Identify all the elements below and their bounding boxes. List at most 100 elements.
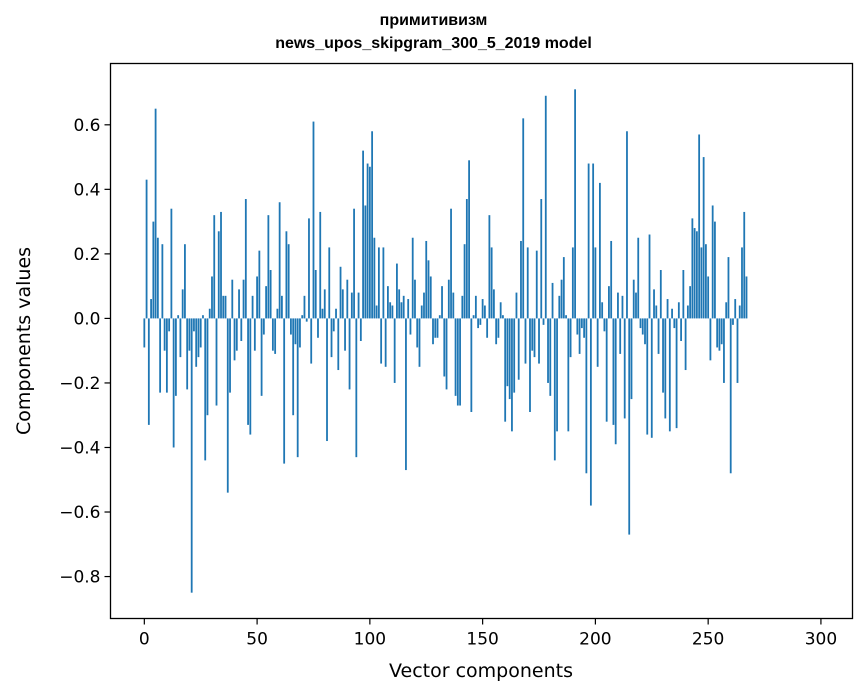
bar-181	[551, 282, 554, 319]
y-axis-label: Components values	[13, 247, 35, 435]
x-tick-label: 250	[692, 630, 724, 650]
bar-131	[438, 315, 441, 319]
bar-214	[626, 131, 628, 319]
bar-67	[294, 318, 297, 345]
bar-206	[608, 286, 610, 319]
bar-140	[459, 318, 461, 406]
bar-240	[684, 318, 687, 371]
bar-255	[718, 318, 721, 351]
bar-146	[472, 315, 475, 319]
bar-136	[450, 208, 452, 319]
bar-98	[364, 205, 367, 319]
bar-235	[673, 318, 676, 329]
bar-262	[734, 299, 737, 319]
bar-216	[630, 318, 633, 400]
bar-142	[463, 244, 466, 319]
bar-263	[736, 318, 739, 383]
bar-151	[483, 305, 486, 319]
bar-189	[569, 318, 572, 358]
bar-103	[375, 305, 378, 319]
bar-13	[172, 318, 175, 448]
bar-171	[529, 318, 531, 412]
bar-201	[596, 318, 599, 367]
bar-202	[599, 182, 601, 319]
bar-248	[702, 157, 705, 319]
bar-254	[716, 318, 719, 348]
bar-19	[186, 318, 189, 390]
bar-156	[495, 318, 498, 345]
bar-109	[389, 302, 392, 319]
bar-192	[576, 318, 579, 335]
bar-183	[556, 318, 558, 432]
bar-217	[632, 279, 635, 319]
bar-187	[565, 315, 567, 319]
bar-50	[256, 276, 258, 319]
bar-258	[725, 302, 728, 319]
bar-163	[511, 318, 513, 432]
bar-56	[269, 270, 272, 319]
bar-193	[578, 318, 581, 354]
bar-86	[337, 318, 340, 371]
bar-210	[617, 292, 619, 319]
bar-153	[488, 215, 491, 319]
y-tick-label: 0.4	[73, 180, 100, 200]
bar-84	[332, 318, 335, 332]
bar-162	[508, 318, 511, 400]
chart-title-line1: примитивизм	[379, 12, 488, 29]
bar-48	[251, 295, 254, 319]
y-tick-label: 0.2	[73, 245, 100, 265]
bar-226	[653, 289, 655, 319]
bar-198	[589, 318, 592, 506]
bar-139	[456, 318, 459, 406]
bar-204	[603, 318, 606, 332]
bar-132	[441, 286, 443, 319]
bar-120	[414, 279, 416, 319]
bar-207	[610, 240, 613, 319]
bar-8	[161, 244, 164, 319]
x-tick-label: 300	[805, 630, 837, 650]
bar-75	[312, 121, 315, 319]
bar-250	[707, 276, 710, 319]
bar-173	[533, 318, 536, 358]
bar-91	[348, 318, 351, 390]
bar-188	[567, 318, 570, 432]
bar-267	[745, 276, 748, 319]
bar-35	[222, 295, 225, 319]
bar-60	[278, 202, 281, 319]
bar-169	[524, 318, 527, 364]
bar-64	[287, 244, 290, 319]
bar-247	[700, 247, 703, 319]
bar-166	[517, 318, 520, 380]
bar-126	[427, 260, 430, 319]
bar-241	[686, 305, 689, 319]
bar-236	[675, 318, 678, 429]
bar-79	[321, 308, 324, 319]
bar-232	[666, 299, 669, 319]
bar-145	[470, 318, 473, 412]
bar-17	[181, 289, 184, 319]
bar-47	[249, 318, 252, 435]
bar-168	[522, 118, 525, 319]
y-tick-label: −0.6	[59, 503, 100, 523]
bar-230	[662, 318, 664, 393]
bar-10	[165, 318, 168, 393]
bar-30	[211, 276, 213, 319]
bar-22	[193, 318, 195, 332]
bar-59	[276, 308, 279, 319]
bar-237	[677, 302, 680, 319]
bar-6	[156, 237, 159, 319]
bar-158	[499, 302, 502, 319]
bar-117	[407, 299, 410, 319]
bar-234	[671, 308, 673, 319]
bar-152	[486, 318, 489, 338]
bar-49	[253, 318, 256, 351]
bar-174	[535, 250, 538, 319]
bar-43	[240, 318, 243, 341]
bar-27	[204, 318, 207, 461]
bar-170	[526, 247, 529, 319]
bar-62	[283, 318, 286, 464]
bar-88	[341, 289, 344, 319]
bar-243	[691, 218, 694, 319]
y-tick-label: −0.2	[59, 374, 100, 394]
bar-159	[502, 315, 504, 319]
